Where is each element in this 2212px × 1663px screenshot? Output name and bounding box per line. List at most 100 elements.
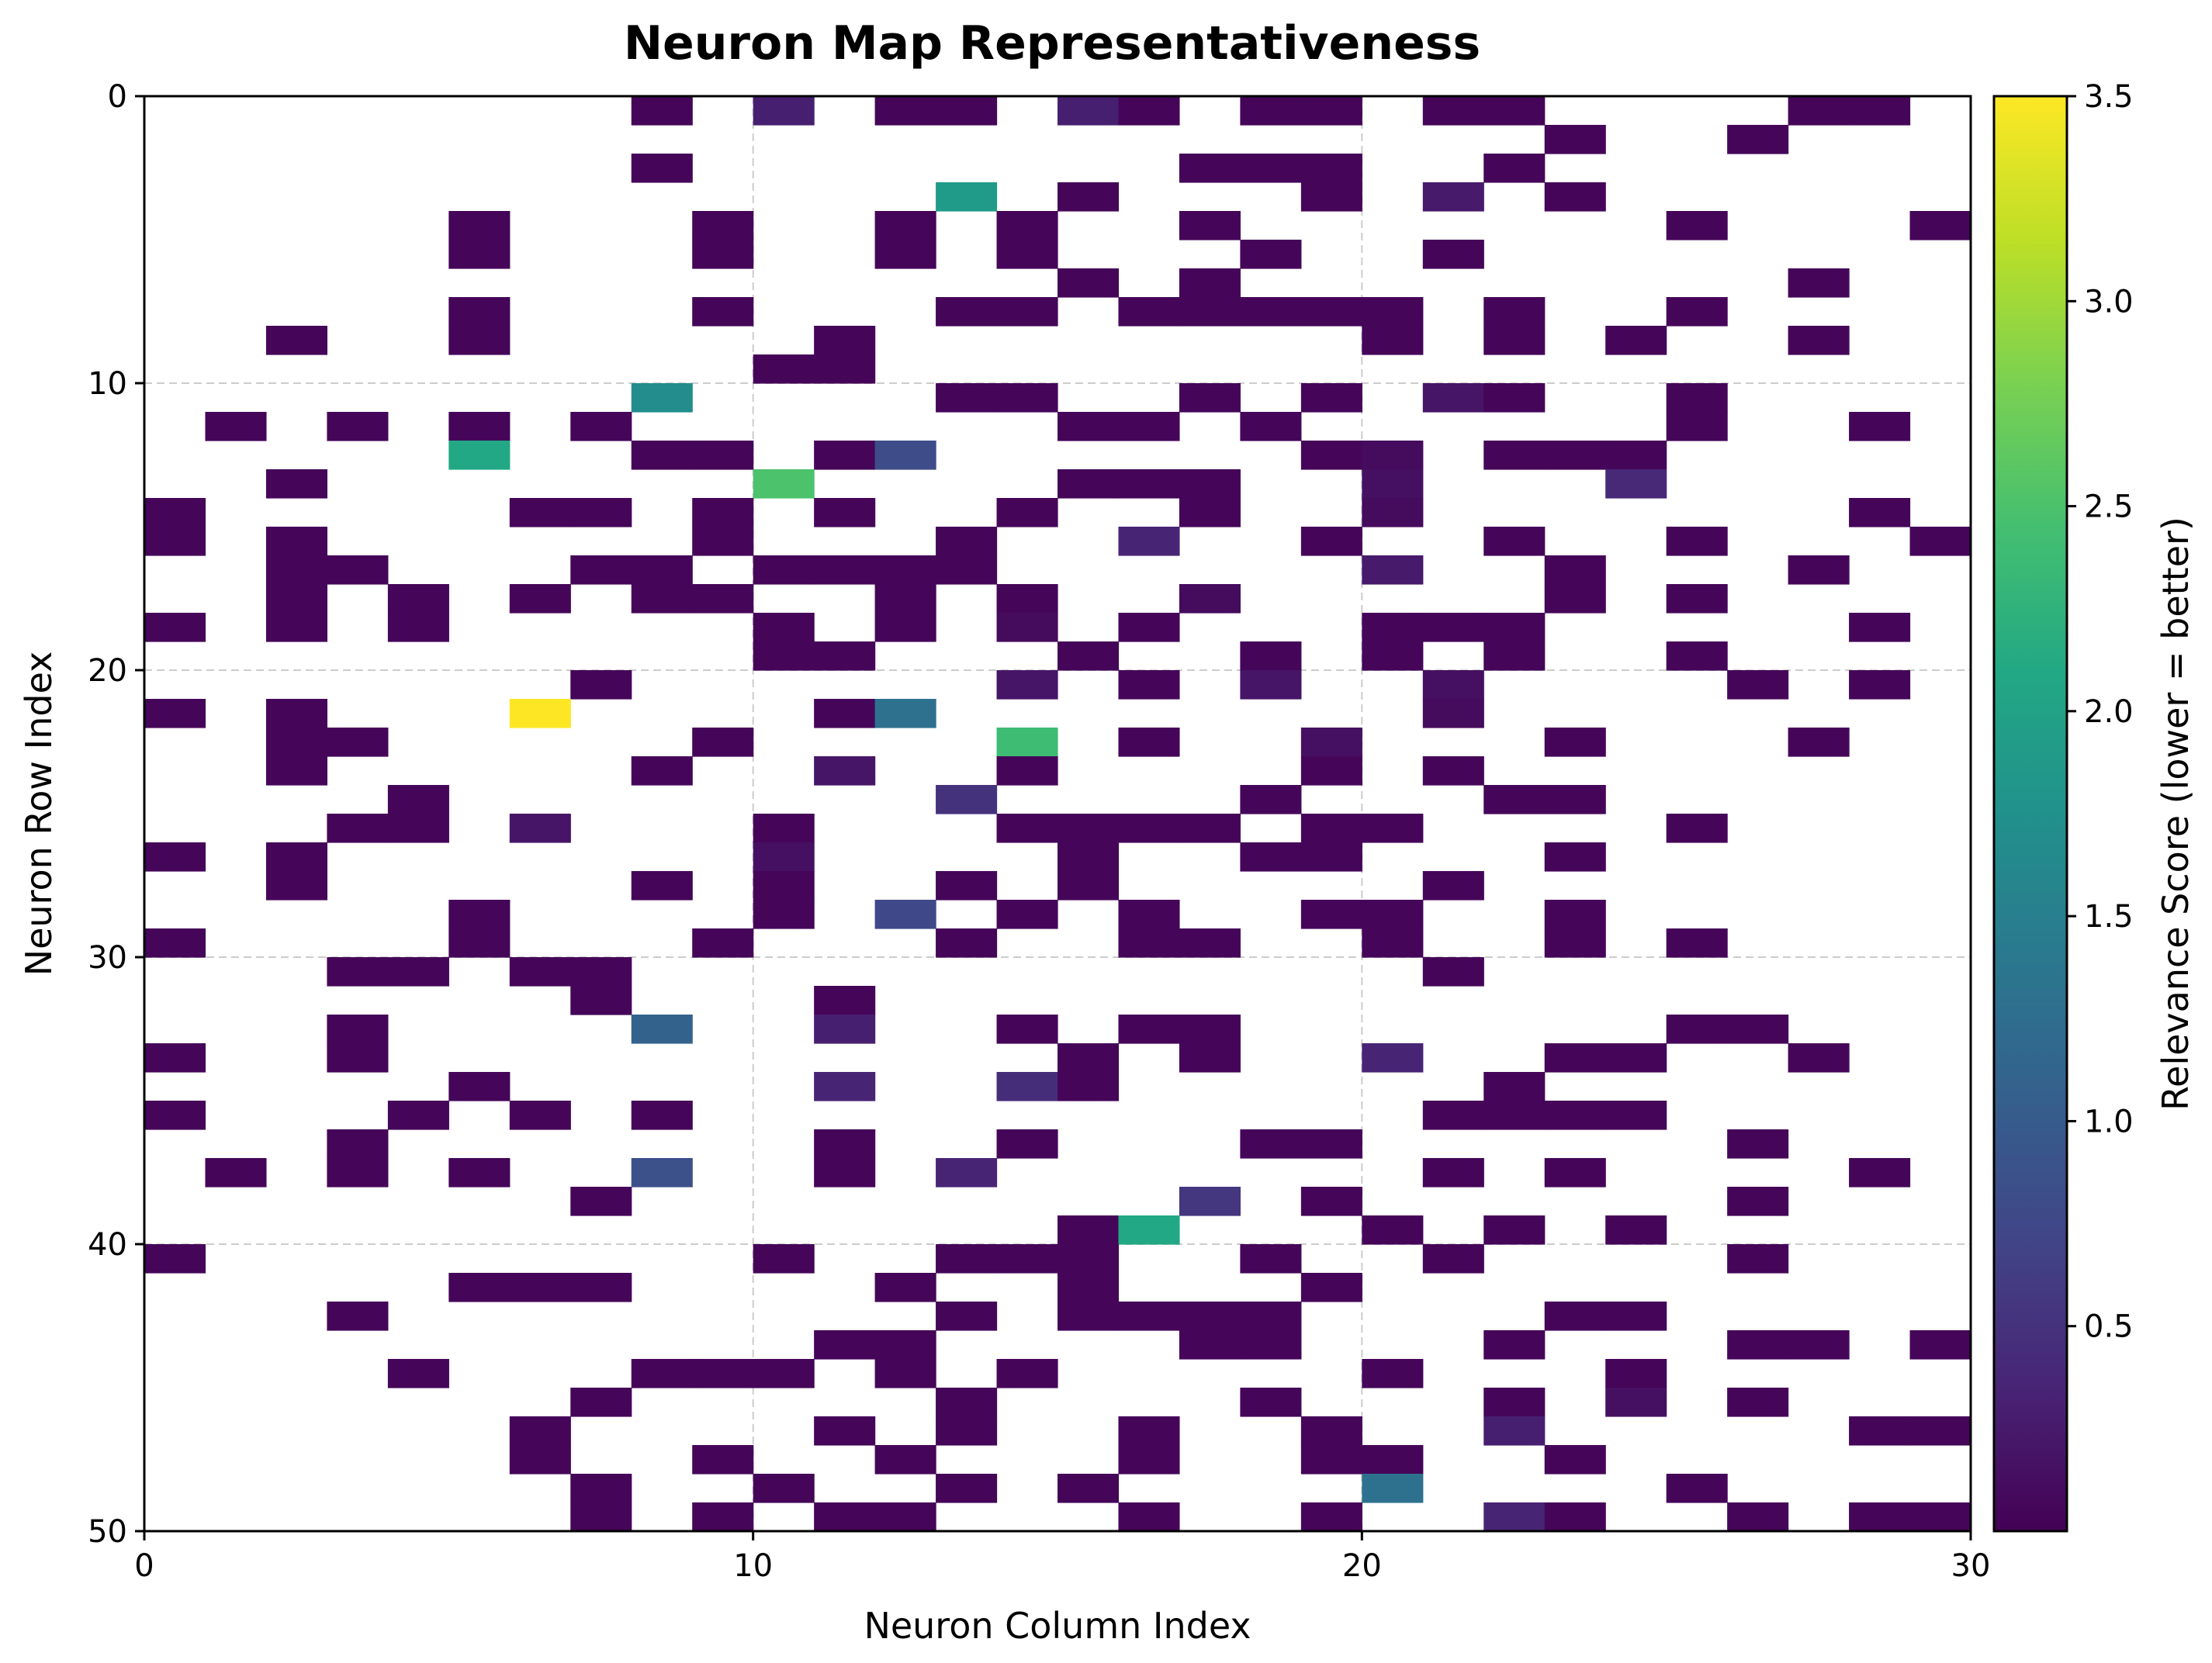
heatmap-cell [327, 957, 389, 987]
colorbar-tick-label: 2.0 [2084, 694, 2134, 730]
chart-title: Neuron Map Representativeness [624, 16, 1480, 71]
heatmap-cell [1240, 641, 1302, 671]
heatmap-cell [1605, 469, 1667, 499]
heatmap-cell [387, 613, 449, 642]
heatmap-cell [327, 1015, 389, 1044]
colorbar-label: Relevance Score (lower = better) [2155, 517, 2196, 1111]
heatmap-cell [996, 900, 1058, 929]
heatmap-cell [1788, 326, 1850, 355]
heatmap-cell [631, 584, 693, 614]
heatmap-cell [753, 842, 815, 872]
heatmap-cell [1300, 1445, 1362, 1475]
heatmap-cell [1300, 1273, 1362, 1302]
heatmap-cell [1362, 441, 1424, 470]
heatmap-cell [1118, 469, 1180, 499]
heatmap-cell [814, 1158, 876, 1188]
heatmap-cell [1058, 871, 1120, 901]
heatmap-cell [1058, 268, 1120, 298]
heatmap-cell [1727, 1244, 1789, 1274]
heatmap-cell [1300, 182, 1362, 212]
heatmap-cell [753, 354, 815, 384]
heatmap-cell [1118, 1302, 1180, 1331]
heatmap-cell [1179, 297, 1241, 327]
heatmap-cell [205, 1158, 267, 1188]
heatmap-cell [1240, 96, 1302, 126]
heatmap-cell [448, 211, 511, 240]
heatmap-cell [1666, 211, 1728, 240]
heatmap-cell [1788, 1043, 1850, 1073]
heatmap-cell [1544, 928, 1606, 958]
heatmap-cell [144, 928, 206, 958]
heatmap-cell [509, 584, 571, 614]
heatmap-cell [1422, 1101, 1484, 1130]
heatmap-cell [692, 211, 754, 240]
x-tick-label: 30 [1951, 1548, 1991, 1584]
heatmap-cell [570, 670, 632, 700]
heatmap-cell [936, 1416, 998, 1446]
heatmap-cell [1240, 297, 1302, 327]
x-tick-label: 10 [733, 1548, 773, 1584]
heatmap-cell [144, 613, 206, 642]
heatmap-cell [1727, 1502, 1789, 1532]
heatmap-cell [327, 412, 389, 441]
heatmap-cell [448, 441, 511, 470]
heatmap-cell [1240, 842, 1302, 872]
heatmap-cell [1362, 900, 1424, 929]
heatmap-cell [1483, 527, 1546, 556]
heatmap-cell [1058, 1474, 1120, 1503]
heatmap-cell [1666, 1015, 1728, 1044]
heatmap-cell [814, 1330, 876, 1360]
heatmap-cell [1058, 1215, 1120, 1245]
heatmap-cell [1666, 814, 1728, 843]
heatmap-cell [1727, 1330, 1789, 1360]
heatmap-cell [1544, 125, 1606, 154]
heatmap-cell [1118, 527, 1180, 556]
heatmap-cell [1058, 1244, 1120, 1274]
heatmap-cell [631, 756, 693, 786]
heatmap-cell [1362, 469, 1424, 499]
heatmap-cell [874, 555, 936, 585]
heatmap-cell [1362, 1043, 1424, 1073]
heatmap-cell [1483, 1215, 1546, 1245]
heatmap-cell [814, 1502, 876, 1532]
heatmap-cell [1544, 182, 1606, 212]
heatmap-cell [753, 641, 815, 671]
heatmap-cell [753, 1359, 815, 1388]
heatmap-cell [1118, 412, 1180, 441]
heatmap-cell [448, 928, 511, 958]
heatmap-cell [1058, 1302, 1120, 1331]
heatmap-cell [874, 1359, 936, 1388]
heatmap-cell [1118, 1215, 1180, 1245]
heatmap-cell [814, 555, 876, 585]
heatmap-cell [1544, 1158, 1606, 1188]
heatmap-cell [1788, 96, 1850, 126]
heatmap-cell [1483, 441, 1546, 470]
heatmap-cell [570, 1187, 632, 1216]
heatmap-cell [1422, 1158, 1484, 1188]
heatmap-cell [936, 1388, 998, 1417]
colorbar: 0.5 1.0 1.5 2.0 2.5 3.0 3.5 Relevance Score (l… [1992, 79, 2196, 1533]
heatmap-cell [1179, 1330, 1241, 1360]
heatmap-cell [1179, 154, 1241, 183]
heatmap-cell [936, 1244, 998, 1274]
heatmap-cell [1362, 613, 1424, 642]
heatmap-cell [1544, 1101, 1606, 1130]
colorbar-tick-label: 0.5 [2084, 1309, 2134, 1345]
heatmap-cell [327, 1129, 389, 1159]
heatmap-cell [570, 555, 632, 585]
heatmap-cell [1483, 1416, 1546, 1446]
heatmap-cell [692, 527, 754, 556]
heatmap-cell [1727, 1187, 1789, 1216]
heatmap-cell [1118, 96, 1180, 126]
heatmap-cell [1362, 1445, 1424, 1475]
heatmap-cell [387, 957, 449, 987]
heatmap-cell [1544, 900, 1606, 929]
heatmap-cell [1605, 326, 1667, 355]
heatmap-cell [936, 96, 998, 126]
heatmap-cell [509, 1101, 571, 1130]
heatmap-cell [1666, 297, 1728, 327]
heatmap-cell [1118, 670, 1180, 700]
heatmap-cell [1727, 1015, 1789, 1044]
heatmap-cell [387, 584, 449, 614]
